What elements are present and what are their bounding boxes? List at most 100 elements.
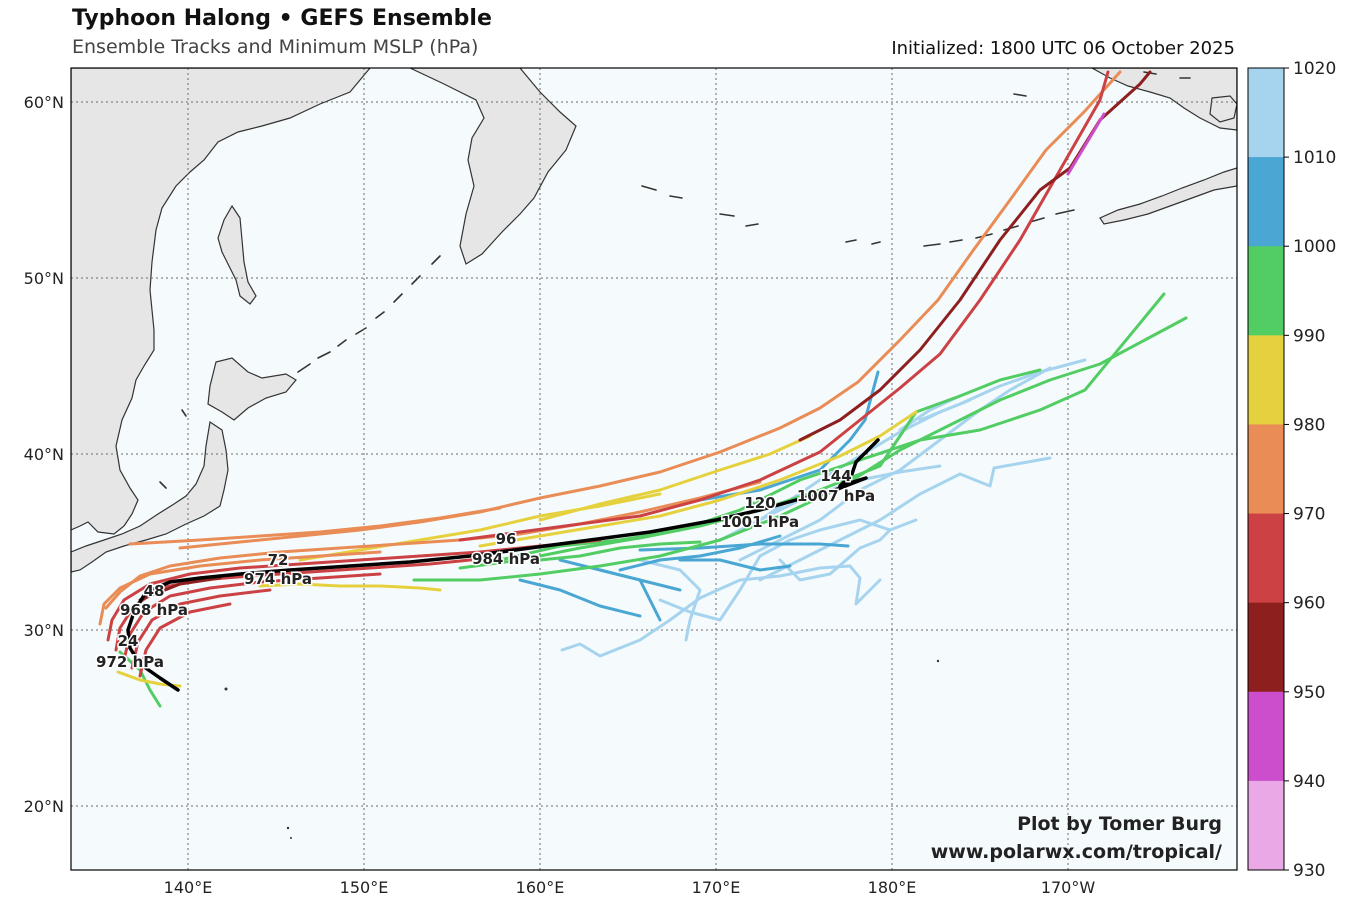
ensemble-track <box>106 538 602 642</box>
colorbar-band <box>1248 335 1284 425</box>
chart-title: Typhoon Halong • GEFS Ensemble <box>72 6 492 31</box>
ensemble-track <box>758 456 1052 582</box>
ensemble-track <box>778 528 892 582</box>
init-time: Initialized: 1800 UTC 06 October 2025 <box>891 38 1235 59</box>
ensemble-track <box>618 534 782 572</box>
colorbar-tick-label: 930 <box>1293 861 1325 881</box>
colorbar-tick-label: 940 <box>1293 772 1325 792</box>
ensemble-track <box>560 564 882 658</box>
label-hour-96: 96 <box>496 530 517 548</box>
map-body: 24 972 hPa 48 968 hPa 72 974 hPa 96 984 … <box>71 68 1237 870</box>
ensemble-track <box>128 506 502 546</box>
islands <box>224 659 940 839</box>
ensemble-track <box>498 292 1166 562</box>
ensemble-track <box>298 492 662 562</box>
ensemble-track <box>658 518 918 622</box>
colorbar: 1020 1010 1000 990 980 970 960 950 940 930 <box>1247 59 1336 881</box>
ensemble-track <box>798 70 1152 442</box>
ensemble-track <box>104 480 762 610</box>
ensemble-track <box>1066 112 1106 176</box>
label-hour-144: 144 <box>820 467 851 485</box>
land-honshu <box>71 420 229 573</box>
lat-tick: 30°N <box>24 621 64 640</box>
colorbar-tick-label: 980 <box>1293 415 1325 435</box>
lat-tick: 50°N <box>24 269 64 288</box>
mean-track-labels: 24 972 hPa 48 968 hPa 72 974 hPa 96 984 … <box>95 466 877 673</box>
label-hour-24: 24 <box>118 632 139 650</box>
colorbar-tick-label: 1000 <box>1293 237 1336 257</box>
colorbar-tick-label: 950 <box>1293 683 1325 703</box>
land-sakhalin <box>217 204 257 305</box>
chart-subtitle: Ensemble Tracks and Minimum MSLP (hPa) <box>72 36 479 58</box>
colorbar-band <box>1248 157 1284 247</box>
mean-track <box>126 438 880 692</box>
colorbar-band <box>1248 424 1284 515</box>
ensemble-track <box>130 588 272 670</box>
lon-tick: 180°E <box>868 878 917 897</box>
colorbar-band <box>1248 602 1284 693</box>
land <box>71 68 1237 573</box>
label-pressure-120: 1001 hPa <box>721 513 799 531</box>
land-asia <box>71 68 371 535</box>
credit-author: Plot by Tomer Burg <box>1017 813 1222 835</box>
colorbar-tick-label: 990 <box>1293 326 1325 346</box>
ensemble-track <box>538 540 702 562</box>
ensemble-track <box>638 542 850 552</box>
land-alaska <box>1090 68 1237 131</box>
lon-tick: 170°E <box>692 878 741 897</box>
gridlines <box>71 68 1237 870</box>
lat-axis: 60°N 50°N 40°N 30°N 20°N <box>24 93 64 816</box>
ensemble-track <box>638 558 702 642</box>
colorbar-frame <box>1247 67 1285 871</box>
ensemble-track <box>122 572 382 662</box>
colorbar-band <box>1248 68 1284 158</box>
label-pressure-72: 974 hPa <box>244 570 312 588</box>
land-kamchatka <box>409 68 577 265</box>
ensemble-track <box>518 578 642 618</box>
lon-axis: 140°E 150°E 160°E 170°E 180°E 170°W <box>164 878 1096 897</box>
credit-url: www.polarwx.com/tropical/ <box>931 841 1222 863</box>
label-hour-120: 120 <box>744 494 775 512</box>
colorbar-band <box>1248 691 1284 782</box>
credit: Plot by Tomer Burg www.polarwx.com/tropi… <box>931 813 1222 863</box>
colorbar-ticks: 1020 1010 1000 990 980 970 960 950 940 930 <box>1284 59 1336 881</box>
lon-tick: 150°E <box>340 878 389 897</box>
colorbar-bands <box>1248 68 1284 871</box>
label-pressure-48: 968 hPa <box>120 601 188 619</box>
land-hokkaido <box>207 357 297 421</box>
colorbar-tick-label: 1020 <box>1293 59 1336 79</box>
lat-tick: 20°N <box>24 797 64 816</box>
ensemble-track <box>698 370 880 502</box>
colorbar-tick-label: 970 <box>1293 505 1325 525</box>
ensemble-track <box>138 576 222 602</box>
colorbar-tick-label: 1010 <box>1293 148 1336 168</box>
ensemble-tracks <box>98 70 1188 708</box>
ensemble-track <box>458 70 1110 542</box>
label-pressure-96: 984 hPa <box>472 550 540 568</box>
ensemble-track <box>258 582 442 592</box>
ensemble-track <box>598 568 662 622</box>
ensemble-track <box>98 550 382 626</box>
lon-tick: 160°E <box>516 878 565 897</box>
ocean <box>71 68 1237 870</box>
label-hour-72: 72 <box>268 551 289 569</box>
ensemble-track <box>178 70 1122 550</box>
colorbar-band <box>1248 780 1284 871</box>
lon-tick: 170°W <box>1041 878 1096 897</box>
lon-tick: 140°E <box>164 878 213 897</box>
ensemble-track <box>738 366 1052 562</box>
ensemble-track <box>678 558 792 572</box>
label-pressure-24: 972 hPa <box>96 653 164 671</box>
ensemble-track <box>138 602 232 678</box>
lat-tick: 60°N <box>24 93 64 112</box>
colorbar-band <box>1248 513 1284 604</box>
ensemble-track <box>478 410 918 548</box>
label-pressure-144: 1007 hPa <box>797 487 875 505</box>
ensemble-track <box>412 316 1188 582</box>
label-hour-48: 48 <box>144 582 165 600</box>
land-ak-peninsula <box>1099 167 1237 225</box>
ensemble-track <box>918 358 1087 422</box>
ensemble-track <box>114 556 492 652</box>
map-frame <box>70 67 1238 871</box>
colorbar-band <box>1248 246 1284 336</box>
